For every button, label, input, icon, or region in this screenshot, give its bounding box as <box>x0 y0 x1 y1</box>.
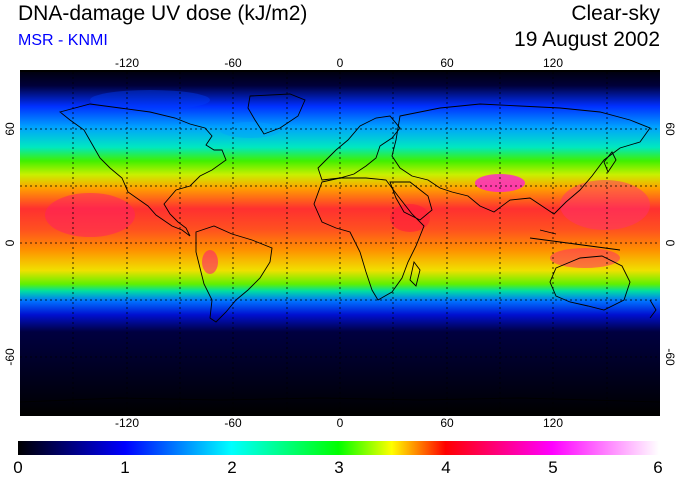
lat-label-left: 60 <box>3 122 17 136</box>
lon-label-top: 0 <box>337 56 344 70</box>
lat-label-left: -60 <box>3 348 17 366</box>
arabia-outline <box>389 181 433 221</box>
sky-condition-label: Clear-sky <box>571 2 660 25</box>
lat-label-left: 0 <box>3 239 17 246</box>
lon-label-bottom: -120 <box>115 416 139 430</box>
north-america-outline <box>59 103 227 237</box>
asia-outline <box>391 103 651 215</box>
colorbar-tick-label: 6 <box>653 458 663 477</box>
map-title: DNA-damage UV dose (kJ/m2) <box>18 2 308 25</box>
lon-label-bottom: 0 <box>337 416 344 430</box>
europe-outline <box>317 115 401 181</box>
africa-outline <box>313 177 425 301</box>
colorbar-tick-label: 1 <box>120 458 130 477</box>
new-zealand-outline <box>649 299 657 319</box>
greenland-outline <box>247 93 306 135</box>
lat-label-right: 60 <box>663 122 677 136</box>
lat-label-right: -60 <box>663 348 677 366</box>
source-label: MSR - KNMI <box>18 32 108 49</box>
lon-label-top: 60 <box>440 56 454 70</box>
colorbar-tick-label: 4 <box>441 458 451 477</box>
colorbar-tick-label: 2 <box>227 458 237 477</box>
map-frame <box>20 70 660 416</box>
lon-label-bottom: -60 <box>224 416 242 430</box>
lon-label-bottom: 60 <box>440 416 454 430</box>
lon-label-top: -60 <box>224 56 242 70</box>
australia-outline <box>549 255 631 311</box>
colorbar-tick-label: 5 <box>548 458 558 477</box>
colorbar <box>18 441 659 455</box>
colorbar-tick-label: 0 <box>13 458 23 477</box>
lon-label-bottom: 120 <box>543 416 563 430</box>
madagascar-outline <box>409 260 421 287</box>
lat-label-right: 0 <box>663 240 677 247</box>
antarctica-outline <box>20 397 660 403</box>
lon-label-top: 120 <box>543 56 563 70</box>
date-label: 19 August 2002 <box>514 28 660 51</box>
graticule <box>20 72 660 414</box>
colorbar-tick-label: 3 <box>334 458 344 477</box>
lon-label-top: -120 <box>115 56 139 70</box>
